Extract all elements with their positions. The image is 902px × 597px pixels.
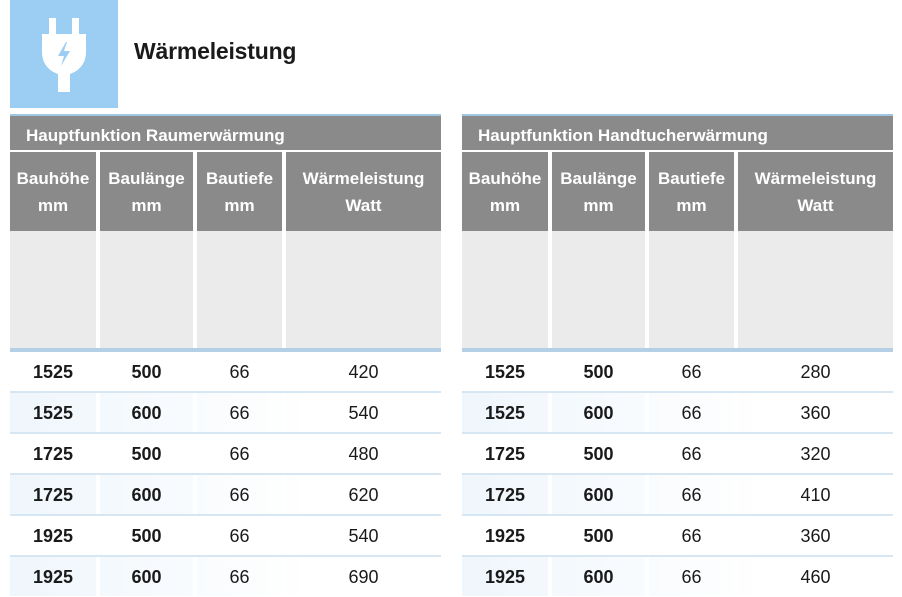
table-row: 1525 600 66 540 (10, 393, 441, 434)
column-header-height: Bauhöhe mm (10, 152, 100, 231)
table-row: 1925 600 66 460 (462, 557, 893, 596)
header-spacer (10, 231, 441, 348)
column-header-length: Baulänge mm (100, 152, 197, 231)
table-body: 1525 500 66 420 1525 600 66 540 1725 500 66 480 1… (10, 352, 441, 596)
table-row: 1725 500 66 320 (462, 434, 893, 475)
plug-icon-box (10, 0, 118, 108)
column-header-length: Baulänge mm (552, 152, 649, 231)
table-row: 1525 500 66 420 (10, 352, 441, 393)
table-row: 1925 600 66 690 (10, 557, 441, 596)
page-title: Wärmeleistung (134, 38, 297, 64)
header-separator (462, 348, 893, 352)
table-row: 1525 600 66 360 (462, 393, 893, 434)
column-header-depth: Bautiefe mm (197, 152, 286, 231)
table-row: 1525 500 66 280 (462, 352, 893, 393)
table-row: 1725 500 66 480 (10, 434, 441, 475)
header-spacer (462, 231, 893, 348)
table-title: Hauptfunktion Raumerwärmung (10, 114, 441, 152)
electric-plug-icon (42, 18, 86, 92)
table-row: 1925 500 66 360 (462, 516, 893, 557)
column-header-heat-output: Wärmeleistung Watt (286, 152, 441, 231)
table-body: 1525 500 66 280 1525 600 66 360 1725 500 66 320 1… (462, 352, 893, 596)
column-header-heat-output: Wärmeleistung Watt (738, 152, 893, 231)
table-title: Hauptfunktion Handtucherwärmung (462, 114, 893, 152)
column-header-height: Bauhöhe mm (462, 152, 552, 231)
column-headers: Bauhöhe mm Baulänge mm Bautiefe mm Wärmelei… (10, 152, 441, 231)
column-header-depth: Bautiefe mm (649, 152, 738, 231)
table-row: 1925 500 66 540 (10, 516, 441, 557)
column-headers: Bauhöhe mm Baulänge mm Bautiefe mm Wärmelei… (462, 152, 893, 231)
table-row: 1725 600 66 620 (10, 475, 441, 516)
table-row: 1725 600 66 410 (462, 475, 893, 516)
table-room-heating: Hauptfunktion Raumerwärmung Bauhöhe mm Ba… (10, 114, 441, 596)
table-towel-heating: Hauptfunktion Handtucherwärmung Bauhöhe m… (462, 114, 893, 596)
header-separator (10, 348, 441, 352)
